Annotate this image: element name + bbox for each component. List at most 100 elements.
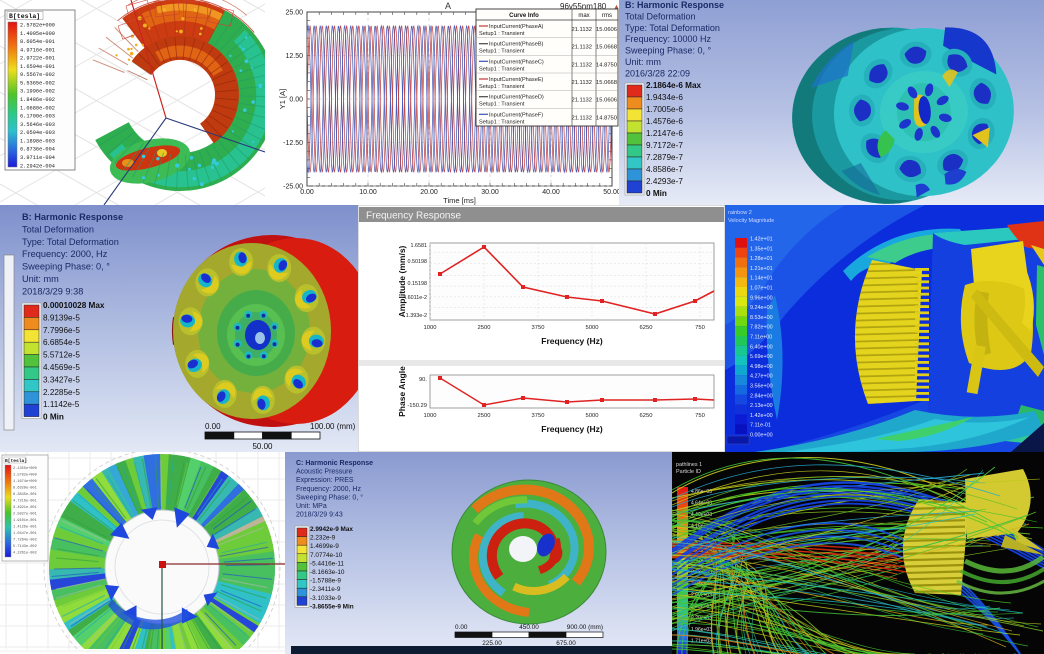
svg-text:2016/3/28 22:09: 2016/3/28 22:09: [625, 68, 690, 78]
svg-text:1.9101e-001: 1.9101e-001: [13, 519, 37, 523]
svg-text:1.7005e-6: 1.7005e-6: [646, 105, 683, 114]
svg-text:Total Deformation: Total Deformation: [22, 224, 94, 234]
svg-text:2.2942e-004: 2.2942e-004: [20, 163, 55, 169]
svg-text:-12.50: -12.50: [283, 140, 303, 147]
svg-text:Amplitude (mm/s): Amplitude (mm/s): [397, 245, 407, 317]
svg-text:4.4569e-5: 4.4569e-5: [43, 363, 80, 372]
svg-text:1.5782e+000: 1.5782e+000: [13, 474, 37, 478]
svg-text:21.1132: 21.1132: [571, 115, 592, 121]
svg-text:4.9716e-001: 4.9716e-001: [20, 47, 55, 53]
svg-text:21.1132: 21.1132: [571, 62, 592, 68]
svg-text:50.00: 50.00: [603, 189, 619, 196]
svg-text:Velocity Magnitude: Velocity Magnitude: [728, 218, 774, 224]
svg-text:InputCurrent(PhaseF): InputCurrent(PhaseF): [489, 112, 543, 118]
svg-text:Setup1 : Transient: Setup1 : Transient: [479, 49, 525, 55]
svg-text:90.: 90.: [419, 377, 427, 383]
svg-text:1.14e+01: 1.14e+01: [750, 276, 773, 282]
svg-text:-5.4416e-11: -5.4416e-11: [310, 560, 344, 567]
svg-text:B: Harmonic Response: B: Harmonic Response: [22, 212, 123, 222]
svg-text:50.00: 50.00: [252, 442, 273, 451]
svg-text:-1.5788e-9: -1.5788e-9: [310, 578, 341, 585]
svg-text:InputCurrent(PhaseD): InputCurrent(PhaseD): [489, 95, 544, 101]
svg-text:4.40e+03: 4.40e+03: [691, 512, 712, 518]
svg-text:7.7996e-5: 7.7996e-5: [43, 326, 80, 335]
svg-text:Type: Total Deformation: Type: Total Deformation: [22, 237, 119, 247]
svg-text:1.4126e-001: 1.4126e-001: [13, 526, 37, 530]
svg-text:3.3427e-5: 3.3427e-5: [43, 375, 80, 384]
svg-text:2.69e+03: 2.69e+03: [691, 593, 712, 599]
svg-text:1.0680e-002: 1.0680e-002: [20, 105, 55, 111]
svg-text:-25.00: -25.00: [283, 184, 303, 191]
svg-text:1000: 1000: [424, 325, 437, 331]
svg-text:Setup1 : Transient: Setup1 : Transient: [479, 31, 525, 37]
svg-text:6.40e+00: 6.40e+00: [750, 344, 773, 350]
svg-text:pathlines 1: pathlines 1: [676, 462, 702, 468]
svg-text:6.8736e-004: 6.8736e-004: [20, 147, 55, 153]
svg-text:B[tesla]: B[tesla]: [9, 13, 40, 20]
svg-text:InputCurrent(PhaseE): InputCurrent(PhaseE): [489, 77, 544, 83]
svg-text:5000: 5000: [586, 325, 599, 331]
svg-text:4.8586e-7: 4.8586e-7: [646, 165, 683, 174]
svg-text:8.6054e-001: 8.6054e-001: [20, 39, 55, 45]
svg-text:0.15198: 0.15198: [408, 281, 428, 287]
svg-text:Frequency: 2000, Hz: Frequency: 2000, Hz: [296, 486, 361, 493]
svg-text:3750: 3750: [532, 413, 545, 419]
svg-text:InputCurrent(PhaseB): InputCurrent(PhaseB): [489, 42, 544, 48]
svg-text:4.27e+00: 4.27e+00: [750, 374, 773, 380]
svg-text:InputCurrent(PhaseC): InputCurrent(PhaseC): [489, 59, 544, 65]
svg-text:rainbow 2: rainbow 2: [728, 210, 752, 216]
svg-text:B: Harmonic Response: B: Harmonic Response: [625, 0, 724, 10]
svg-text:1.4095e+000: 1.4095e+000: [20, 31, 55, 37]
svg-text:3.5646e-003: 3.5646e-003: [20, 122, 55, 128]
svg-text:1.1674e+000: 1.1674e+000: [13, 480, 37, 484]
svg-text:1.2147e-6: 1.2147e-6: [646, 129, 683, 138]
svg-text:-3.8655e-9 Min: -3.8655e-9 Min: [310, 603, 354, 610]
svg-text:Sweeping Phase: 0, °: Sweeping Phase: 0, °: [22, 262, 110, 272]
svg-text:2.232e-9: 2.232e-9: [310, 535, 336, 542]
svg-text:8.53e+00: 8.53e+00: [750, 315, 773, 321]
svg-text:Unit: mm: Unit: mm: [22, 274, 59, 284]
svg-text:750: 750: [695, 413, 705, 419]
svg-text:2018/3/29 9:38: 2018/3/29 9:38: [22, 286, 83, 296]
svg-text:1.1142e-5: 1.1142e-5: [43, 400, 80, 409]
svg-text:max: max: [578, 13, 589, 19]
svg-text:3.56e+00: 3.56e+00: [750, 384, 773, 390]
svg-text:1.6594e-001: 1.6594e-001: [20, 64, 55, 70]
svg-text:0 Min: 0 Min: [646, 189, 667, 198]
svg-text:Frequency Response: Frequency Response: [366, 211, 461, 222]
svg-text:1.96e+03: 1.96e+03: [691, 627, 712, 633]
svg-text:-3.1033e-9: -3.1033e-9: [310, 595, 341, 602]
svg-text:0.00: 0.00: [289, 97, 303, 104]
svg-text:21.1132: 21.1132: [571, 80, 592, 86]
svg-text:A: A: [445, 1, 451, 11]
svg-text:9.96e+00: 9.96e+00: [750, 295, 773, 301]
svg-text:5.7143e-002: 5.7143e-002: [13, 545, 37, 549]
svg-text:▲: ▲: [613, 4, 619, 11]
svg-text:2.84e+00: 2.84e+00: [750, 393, 773, 399]
svg-text:1.8486e-002: 1.8486e-002: [20, 97, 55, 103]
svg-text:Y1 [A]: Y1 [A]: [278, 89, 287, 109]
svg-text:3.4921e-001: 3.4921e-001: [13, 506, 37, 510]
svg-text:C: Harmonic Response: C: Harmonic Response: [296, 460, 373, 467]
svg-text:Frequency: 2000, Hz: Frequency: 2000, Hz: [22, 249, 108, 259]
svg-text:Curve Info: Curve Info: [509, 13, 539, 19]
svg-text:3750: 3750: [532, 325, 545, 331]
svg-text:4.7216e-001: 4.7216e-001: [13, 500, 37, 504]
svg-text:InputCurrent(PhaseA): InputCurrent(PhaseA): [489, 24, 544, 30]
svg-text:2.5827e-001: 2.5827e-001: [13, 513, 37, 517]
svg-text:Sweeping Phase: 0, °: Sweeping Phase: 0, °: [296, 493, 363, 501]
svg-text:2.9942e-9 Max: 2.9942e-9 Max: [310, 526, 353, 533]
svg-text:14.8750: 14.8750: [596, 62, 617, 68]
svg-text:8.9139e-5: 8.9139e-5: [43, 313, 80, 322]
svg-text:Sweeping Phase: 0, °: Sweeping Phase: 0, °: [625, 46, 712, 56]
svg-text:900.00 (mm): 900.00 (mm): [567, 624, 603, 631]
svg-text:Phase Angle: Phase Angle: [397, 366, 407, 417]
svg-text:Acoustic Pressure: Acoustic Pressure: [296, 469, 353, 476]
svg-text:2.5782e+000: 2.5782e+000: [20, 23, 55, 29]
svg-text:5.69e+00: 5.69e+00: [750, 354, 773, 360]
svg-text:1.35e+01: 1.35e+01: [750, 246, 773, 252]
svg-text:0.00: 0.00: [205, 422, 221, 431]
svg-text:25.00: 25.00: [285, 10, 303, 17]
svg-text:rms: rms: [602, 13, 612, 19]
svg-text:0.00010028 Max: 0.00010028 Max: [43, 301, 105, 310]
